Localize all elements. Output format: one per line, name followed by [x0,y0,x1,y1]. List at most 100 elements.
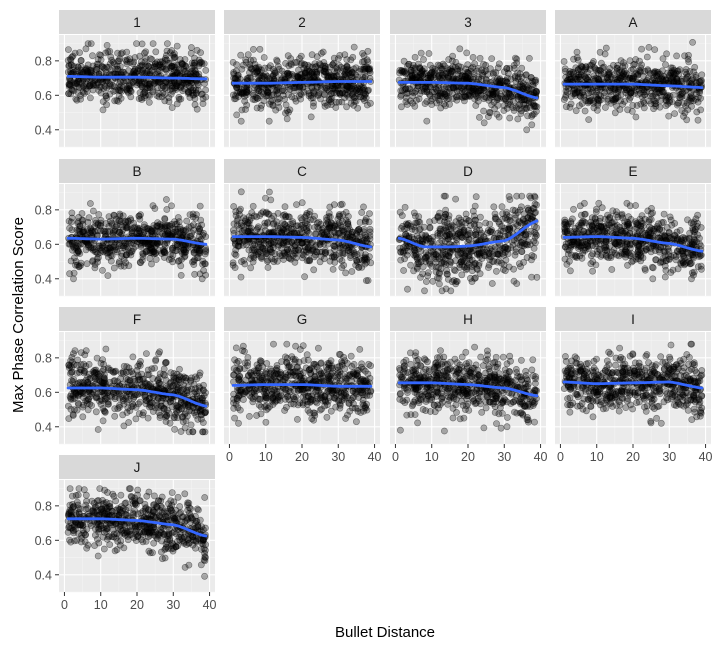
data-point [504,69,512,77]
data-point [177,271,185,279]
data-point [70,66,77,74]
facet-panel: 10.40.60.8 [35,10,215,148]
data-point [638,45,645,53]
data-point [278,244,286,252]
data-point [127,216,135,224]
data-point [166,80,174,87]
data-point [138,40,146,48]
data-point [660,210,668,218]
data-point [641,68,649,75]
data-point [196,228,204,236]
data-point [533,224,540,232]
data-point [649,275,657,283]
data-point [526,55,533,62]
data-point [627,215,635,223]
data-point [407,261,414,269]
data-point [447,287,455,295]
data-point [124,87,131,95]
data-point [191,95,199,103]
data-point [285,91,292,99]
data-point [231,239,239,247]
data-point [570,205,577,213]
data-point [93,65,100,73]
data-point [404,285,411,293]
data-point [480,95,488,103]
scatter-points [64,40,210,114]
data-point [175,218,183,226]
data-point [77,57,85,64]
data-point [297,222,305,229]
data-point [233,111,241,119]
data-point [197,49,204,56]
data-point [242,56,249,64]
data-point [352,86,360,94]
data-point [397,103,405,111]
data-point [589,267,596,275]
data-point [567,267,574,275]
data-point [134,67,142,75]
data-point [494,250,502,258]
data-point [155,62,162,69]
data-point [71,49,79,57]
data-point [685,234,693,242]
data-point [148,67,156,74]
data-point [595,199,603,207]
data-point [192,68,199,75]
data-point [264,264,272,271]
data-point [273,218,281,226]
data-point [272,72,280,79]
data-point [578,254,586,262]
data-point [185,82,193,90]
data-point [112,223,120,231]
data-point [515,217,523,225]
data-point [103,42,111,49]
data-point [80,68,87,76]
data-point [497,77,505,85]
data-point [668,235,676,243]
data-point [202,248,210,256]
data-point [694,211,701,219]
data-point [295,66,302,74]
data-point [415,213,423,220]
data-point [631,60,639,68]
data-point [164,230,172,237]
data-point [83,260,91,268]
data-point [656,78,664,85]
data-point [145,99,153,106]
data-point [233,61,240,69]
data-point [133,81,141,89]
data-point [74,63,82,71]
data-point [598,59,605,67]
data-point [229,259,237,267]
data-point [321,91,329,99]
data-point [149,79,157,86]
data-point [249,258,257,266]
data-point [325,209,333,217]
data-point [499,266,507,273]
data-point [70,269,78,277]
data-point [229,226,237,234]
data-point [596,240,604,248]
data-point [362,94,370,102]
data-point [505,213,513,221]
data-point [603,224,611,232]
data-point [398,212,406,219]
data-point [645,218,653,226]
data-point [581,199,588,207]
data-point [688,103,695,110]
data-point [436,92,444,99]
data-point [576,102,583,109]
data-point [650,242,658,249]
data-point [680,258,687,266]
data-point [238,258,245,265]
data-point [663,224,671,231]
data-point [107,217,114,225]
data-point [471,202,479,210]
data-point [344,220,352,228]
data-point [592,215,599,223]
data-point [83,82,90,90]
data-point [502,243,510,251]
data-point [665,112,673,120]
data-point [411,53,419,61]
data-point [163,222,171,229]
